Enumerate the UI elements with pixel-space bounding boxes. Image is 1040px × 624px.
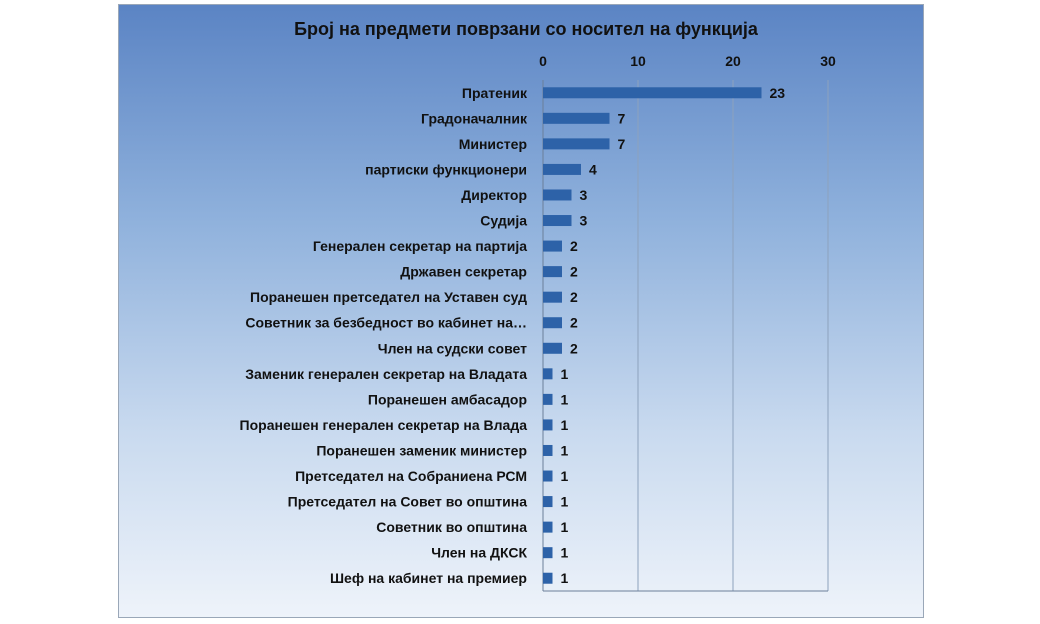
value-label-19: 1: [561, 570, 569, 586]
bar-chart: Број на предмети поврзани со носител на …: [240, 19, 836, 592]
bar-11: [543, 368, 553, 380]
value-label-11: 1: [561, 366, 569, 382]
bar-13: [543, 419, 553, 431]
tick-label-0: 0: [539, 53, 547, 69]
category-label-6: Генерален секретар на партија: [313, 238, 527, 254]
gridlines: [542, 80, 829, 592]
bar-10: [543, 342, 562, 354]
tick-label-10: 10: [630, 53, 646, 69]
chart-title: Број на предмети поврзани со носител на …: [294, 19, 759, 39]
value-label-12: 1: [561, 391, 569, 407]
category-label-3: партиски функционери: [365, 161, 527, 177]
bar-16: [543, 496, 553, 508]
category-label-11: Заменик генерален секретар на Владата: [245, 366, 527, 382]
value-label-1: 7: [618, 110, 626, 126]
value-label-10: 2: [570, 340, 578, 356]
category-labels: Пратеник Градоначалник Министер партиски фу…: [240, 85, 528, 586]
x-axis-ticks: 0 10 20 30: [539, 53, 836, 69]
category-label-19: Шеф на кабинет на премиер: [330, 570, 527, 586]
category-label-18: Член на ДКСК: [431, 545, 527, 561]
value-label-0: 23: [770, 85, 786, 101]
value-label-4: 3: [580, 187, 588, 203]
bar-2: [543, 138, 610, 150]
category-label-13: Поранешен генерален секретар на Влада: [240, 417, 528, 433]
bar-18: [543, 547, 553, 559]
bar-14: [543, 444, 553, 456]
category-label-5: Судија: [480, 213, 527, 229]
value-label-6: 2: [570, 238, 578, 254]
value-label-15: 1: [561, 468, 569, 484]
value-label-3: 4: [589, 161, 597, 177]
bars: [543, 87, 762, 584]
bar-8: [543, 291, 562, 303]
value-label-7: 2: [570, 264, 578, 280]
bar-1: [543, 112, 610, 124]
value-label-17: 1: [561, 519, 569, 535]
category-label-12: Поранешен амбасадор: [368, 391, 527, 407]
category-label-0: Пратеник: [462, 85, 528, 101]
category-label-9: Советник за безбедност во кабинет на…: [245, 315, 527, 331]
category-label-15: Претседател на Собраниена РСМ: [295, 468, 527, 484]
category-label-16: Претседател на Совет во општина: [288, 494, 528, 510]
bar-12: [543, 393, 553, 405]
category-label-17: Советник во општина: [376, 519, 527, 535]
category-label-1: Градоначалник: [421, 110, 528, 126]
category-label-2: Министер: [459, 136, 527, 152]
value-label-9: 2: [570, 315, 578, 331]
value-label-14: 1: [561, 442, 569, 458]
chart-area: Број на предмети поврзани со носител на …: [118, 4, 924, 618]
bar-6: [543, 240, 562, 252]
value-label-16: 1: [561, 494, 569, 510]
value-label-13: 1: [561, 417, 569, 433]
bar-5: [543, 215, 572, 227]
tick-label-20: 20: [725, 53, 741, 69]
category-label-4: Директор: [461, 187, 527, 203]
category-label-8: Поранешен претседател на Уставен суд: [250, 289, 527, 305]
bar-7: [543, 266, 562, 278]
bar-19: [543, 572, 553, 584]
value-label-5: 3: [580, 213, 588, 229]
value-label-8: 2: [570, 289, 578, 305]
category-label-14: Поранешен заменик министер: [316, 442, 527, 458]
value-label-18: 1: [561, 545, 569, 561]
bar-4: [543, 189, 572, 201]
tick-label-30: 30: [820, 53, 836, 69]
category-label-7: Државен секретар: [400, 264, 527, 280]
bar-9: [543, 317, 562, 329]
value-label-2: 7: [618, 136, 626, 152]
bar-17: [543, 521, 553, 533]
bar-3: [543, 163, 581, 175]
bar-0: [543, 87, 762, 99]
bar-15: [543, 470, 553, 482]
category-label-10: Член на судски совет: [378, 340, 527, 356]
